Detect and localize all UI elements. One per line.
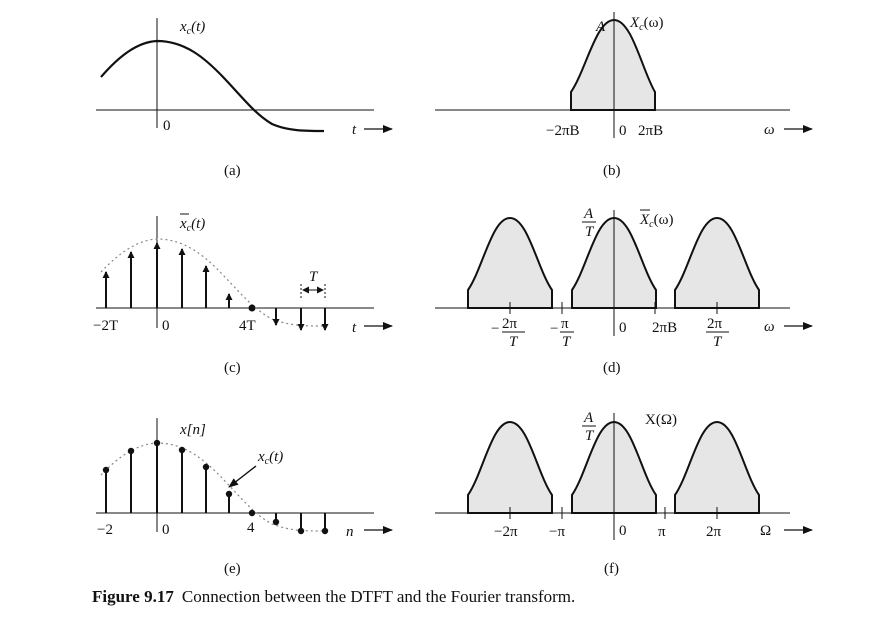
b-axis-label: ω <box>764 122 775 138</box>
b-spectrum <box>570 18 656 111</box>
b-peak-label: A <box>595 19 606 35</box>
e-sample-dot <box>248 509 256 517</box>
c-axis-label: t <box>352 320 357 336</box>
c-caption: (c) <box>224 360 241 376</box>
d-signal-label: Xc(ω) <box>639 212 674 230</box>
e-sample-dot <box>153 439 161 447</box>
d-2piB-label: 2πB <box>652 320 677 336</box>
figure-caption: Figure 9.17 Connection between the DTFT a… <box>92 587 575 607</box>
f-axis-label: Ω <box>760 523 771 539</box>
e-sample-dot <box>297 527 305 535</box>
c-spacing-label: T <box>309 269 319 285</box>
b-origin-label: 0 <box>619 123 627 139</box>
e-sample-dot <box>272 518 280 526</box>
figure-number: Figure 9.17 <box>92 587 174 606</box>
d-tick1-denominator: T <box>509 334 519 350</box>
c-origin-label: 0 <box>162 318 170 334</box>
c-impulse-train <box>102 242 329 331</box>
f-tick4-label: 2π <box>706 524 722 540</box>
panel-d: A T Xc(ω) − 2π T − π T 0 2πB 2π T ω (d) <box>435 206 813 376</box>
e-envelope-label: xc(t) <box>257 449 283 467</box>
d-tick2-minus: − <box>550 321 558 337</box>
e-envelope <box>100 442 325 532</box>
f-tick3-label: π <box>658 524 666 540</box>
f-origin-label: 0 <box>619 523 627 539</box>
b-signal-label: Xc(ω) <box>629 15 664 33</box>
e-caption: (e) <box>224 561 241 577</box>
d-tick3-numerator: 2π <box>707 316 723 332</box>
e-sample-dot <box>127 447 135 455</box>
e-signal-label: x[n] <box>179 422 206 438</box>
e-axis-label: n <box>346 524 354 540</box>
e-sample-dot <box>321 527 329 535</box>
panel-e: x[n] xc(t) −2 0 4 n (e) <box>96 418 393 577</box>
d-caption: (d) <box>603 360 621 376</box>
a-origin-label: 0 <box>163 118 171 134</box>
e-4-label: 4 <box>247 520 255 536</box>
c-envelope <box>100 238 325 327</box>
d-tick3-denominator: T <box>713 334 723 350</box>
a-signal-label: xc(t) <box>179 19 205 37</box>
d-peak-numerator: A <box>583 206 594 222</box>
c-left-tick-label: −2T <box>93 318 118 334</box>
e-origin-label: 0 <box>162 522 170 538</box>
a-axis-label: t <box>352 122 357 138</box>
panel-f: A T X(Ω) −2π −π 0 π 2π Ω (f) <box>435 410 813 577</box>
c-zero-sample-dot <box>248 304 256 312</box>
e-sample-dot <box>202 463 210 471</box>
d-peak-denominator: T <box>585 224 595 240</box>
d-origin-label: 0 <box>619 320 627 336</box>
b-caption: (b) <box>603 163 621 179</box>
f-peak-numerator: A <box>583 410 594 426</box>
c-signal-label: xc(t) <box>179 216 205 234</box>
f-spectral-replica <box>467 420 553 514</box>
panel-a: xc(t) 0 t (a) <box>96 18 393 179</box>
d-tick2-denominator: T <box>562 334 572 350</box>
a-caption: (a) <box>224 163 241 179</box>
e-left-tick-label: −2 <box>97 522 113 538</box>
d-tick1-numerator: 2π <box>502 316 518 332</box>
d-tick1-minus: − <box>491 321 499 337</box>
f-peak-denominator: T <box>585 428 595 444</box>
b-right-tick-label: 2πB <box>638 123 663 139</box>
e-sample-stems <box>102 439 329 535</box>
e-sample-dot <box>225 490 233 498</box>
d-tick2-numerator: π <box>561 316 569 332</box>
b-left-tick-label: −2πB <box>546 123 580 139</box>
f-signal-label: X(Ω) <box>645 412 677 428</box>
f-tick2-label: −π <box>549 524 565 540</box>
f-spectral-replica <box>674 420 760 514</box>
d-spectral-replica <box>674 216 760 309</box>
figure-text: Connection between the DTFT and the Four… <box>181 587 576 606</box>
f-tick1-label: −2π <box>494 524 518 540</box>
e-sample-dot <box>178 446 186 454</box>
e-envelope-pointer-arrow <box>228 465 257 488</box>
d-axis-label: ω <box>764 319 775 335</box>
panel-b: A Xc(ω) −2πB 0 2πB ω (b) <box>435 12 813 179</box>
d-spectral-replica <box>467 216 553 309</box>
panel-c: T xc(t) −2T 0 4T t (c) <box>93 213 393 376</box>
e-sample-dot <box>102 466 110 474</box>
c-4T-label: 4T <box>239 318 256 334</box>
a-continuous-signal <box>100 39 325 133</box>
f-caption: (f) <box>604 561 619 577</box>
